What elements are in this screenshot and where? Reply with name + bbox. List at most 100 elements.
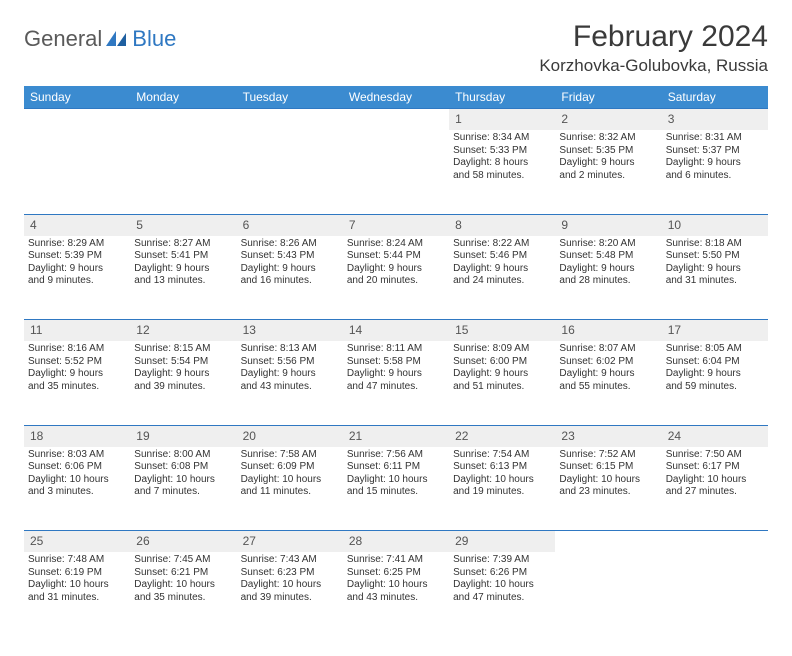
day-detail-cell: Sunrise: 8:11 AMSunset: 5:58 PMDaylight:… [343, 341, 449, 425]
day-number-row: 123 [24, 109, 768, 131]
day-detail-row: Sunrise: 8:16 AMSunset: 5:52 PM Daylight:… [24, 341, 768, 425]
day-number-cell: 16 [555, 320, 661, 342]
sunrise-text: Sunrise: 8:07 AM [559, 343, 657, 356]
logo-text-general: General [24, 26, 102, 52]
day-number-cell: 7 [343, 214, 449, 236]
day1-text: Daylight: 10 hours [28, 474, 126, 487]
day2-text: and 24 minutes. [453, 275, 551, 288]
day2-text: and 16 minutes. [241, 275, 339, 288]
day-detail-cell: Sunrise: 7:45 AMSunset: 6:21 PMDaylight:… [130, 552, 236, 636]
day-number-cell: 9 [555, 214, 661, 236]
day1-text: Daylight: 9 hours [666, 368, 764, 381]
day2-text: and 31 minutes. [28, 592, 126, 605]
day-detail-cell: Sunrise: 8:18 AMSunset: 5:50 PMDaylight:… [662, 236, 768, 320]
day2-text: and 9 minutes. [28, 275, 126, 288]
day-detail-row: Sunrise: 8:34 AMSunset: 5:33 PMDaylight:… [24, 130, 768, 214]
sunrise-text: Sunrise: 8:22 AM [453, 238, 551, 251]
day-number-cell: 26 [130, 531, 236, 553]
sunrise-text: Sunrise: 8:18 AM [666, 238, 764, 251]
brand-logo: General Blue [24, 26, 176, 52]
day-number-cell: 8 [449, 214, 555, 236]
day1-text: Daylight: 9 hours [453, 263, 551, 276]
sunset-text: Sunset: 5:52 PM [28, 356, 126, 369]
day-detail-cell: Sunrise: 8:32 AMSunset: 5:35 PMDaylight:… [555, 130, 661, 214]
day-detail-cell: Sunrise: 8:00 AMSunset: 6:08 PMDaylight:… [130, 447, 236, 531]
day-detail-cell: Sunrise: 7:48 AMSunset: 6:19 PMDaylight:… [24, 552, 130, 636]
sunset-text: Sunset: 6:02 PM [559, 356, 657, 369]
day2-text: and 39 minutes. [241, 592, 339, 605]
day-detail-cell: Sunrise: 8:22 AMSunset: 5:46 PMDaylight:… [449, 236, 555, 320]
day-number-row: 2526272829 [24, 531, 768, 553]
day-number-cell [343, 109, 449, 131]
sunset-text: Sunset: 5:41 PM [134, 250, 232, 263]
sunrise-text: Sunrise: 8:09 AM [453, 343, 551, 356]
day2-text: and 6 minutes. [666, 170, 764, 183]
day-number-cell: 19 [130, 425, 236, 447]
day1-text: Daylight: 10 hours [134, 579, 232, 592]
day2-text: and 58 minutes. [453, 170, 551, 183]
sunrise-text: Sunrise: 8:34 AM [453, 132, 551, 145]
day2-text: and 2 minutes. [559, 170, 657, 183]
brand-sail-icon [106, 31, 128, 47]
sunset-text: Sunset: 6:13 PM [453, 461, 551, 474]
day2-text: and 27 minutes. [666, 486, 764, 499]
day1-text: Daylight: 10 hours [666, 474, 764, 487]
day-number-cell: 18 [24, 425, 130, 447]
day1-text: Daylight: 10 hours [241, 579, 339, 592]
day1-text: Daylight: 9 hours [134, 263, 232, 276]
day1-text: Daylight: 9 hours [241, 263, 339, 276]
day-detail-cell: Sunrise: 7:43 AMSunset: 6:23 PMDaylight:… [237, 552, 343, 636]
sunrise-text: Sunrise: 7:54 AM [453, 449, 551, 462]
day-detail-cell: Sunrise: 7:50 AMSunset: 6:17 PMDaylight:… [662, 447, 768, 531]
day2-text: and 23 minutes. [559, 486, 657, 499]
sunrise-text: Sunrise: 8:03 AM [28, 449, 126, 462]
sunrise-text: Sunrise: 8:13 AM [241, 343, 339, 356]
day1-text: Daylight: 10 hours [28, 579, 126, 592]
day1-text: Daylight: 9 hours [559, 263, 657, 276]
day-number-cell: 23 [555, 425, 661, 447]
page-header: General Blue February 2024 Korzhovka-Gol… [24, 20, 768, 76]
day2-text: and 47 minutes. [453, 592, 551, 605]
day-number-cell [130, 109, 236, 131]
sunset-text: Sunset: 5:48 PM [559, 250, 657, 263]
day-detail-cell [24, 130, 130, 214]
day-number-cell [555, 531, 661, 553]
calendar-table: Sunday Monday Tuesday Wednesday Thursday… [24, 86, 768, 636]
day-detail-cell: Sunrise: 8:27 AMSunset: 5:41 PMDaylight:… [130, 236, 236, 320]
day-detail-cell [130, 130, 236, 214]
weekday-header: Sunday [24, 86, 130, 109]
sunrise-text: Sunrise: 8:16 AM [28, 343, 126, 356]
sunrise-text: Sunrise: 7:45 AM [134, 554, 232, 567]
day-detail-cell [662, 552, 768, 636]
sunset-text: Sunset: 6:17 PM [666, 461, 764, 474]
day2-text: and 28 minutes. [559, 275, 657, 288]
day1-text: Daylight: 9 hours [559, 157, 657, 170]
day-detail-cell: Sunrise: 8:24 AMSunset: 5:44 PMDaylight:… [343, 236, 449, 320]
sunrise-text: Sunrise: 7:52 AM [559, 449, 657, 462]
sunrise-text: Sunrise: 8:32 AM [559, 132, 657, 145]
day-number-cell: 12 [130, 320, 236, 342]
day-detail-cell: Sunrise: 8:05 AMSunset: 6:04 PMDaylight:… [662, 341, 768, 425]
day2-text: and 39 minutes. [134, 381, 232, 394]
day1-text: Daylight: 10 hours [347, 474, 445, 487]
sunrise-text: Sunrise: 7:56 AM [347, 449, 445, 462]
day-detail-cell: Sunrise: 7:39 AMSunset: 6:26 PMDaylight:… [449, 552, 555, 636]
sunset-text: Sunset: 6:09 PM [241, 461, 339, 474]
weekday-header: Monday [130, 86, 236, 109]
sunset-text: Sunset: 6:08 PM [134, 461, 232, 474]
day1-text: Daylight: 10 hours [134, 474, 232, 487]
day-number-row: 11121314151617 [24, 320, 768, 342]
day2-text: and 55 minutes. [559, 381, 657, 394]
day-number-cell: 14 [343, 320, 449, 342]
day1-text: Daylight: 9 hours [28, 263, 126, 276]
day1-text: Daylight: 8 hours [453, 157, 551, 170]
day-detail-cell: Sunrise: 8:15 AMSunset: 5:54 PMDaylight:… [130, 341, 236, 425]
sunset-text: Sunset: 6:25 PM [347, 567, 445, 580]
sunrise-text: Sunrise: 8:26 AM [241, 238, 339, 251]
sunset-text: Sunset: 5:37 PM [666, 145, 764, 158]
day-detail-cell: Sunrise: 8:09 AMSunset: 6:00 PMDaylight:… [449, 341, 555, 425]
day-detail-cell: Sunrise: 8:31 AMSunset: 5:37 PMDaylight:… [662, 130, 768, 214]
day2-text: and 43 minutes. [347, 592, 445, 605]
day1-text: Daylight: 10 hours [241, 474, 339, 487]
sunset-text: Sunset: 5:50 PM [666, 250, 764, 263]
